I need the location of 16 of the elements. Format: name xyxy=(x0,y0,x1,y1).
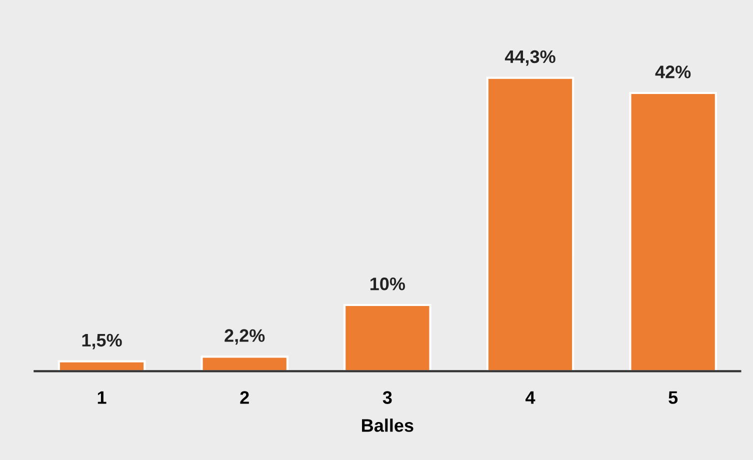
x-axis-title: Balles xyxy=(362,418,414,432)
data-label: 44,3% xyxy=(504,50,556,66)
data-label: 42% xyxy=(655,66,691,78)
data-label: 2,2% xyxy=(224,329,265,345)
bar xyxy=(200,356,288,372)
bar xyxy=(344,304,432,372)
bar xyxy=(629,92,717,372)
x-tick-label: 4 xyxy=(526,391,536,404)
x-tick-label: 5 xyxy=(668,391,678,404)
x-tick-label: 1 xyxy=(98,391,106,404)
data-label: 1,5% xyxy=(82,334,122,350)
bar xyxy=(486,76,574,372)
bar xyxy=(58,360,146,372)
x-tick-label: 2 xyxy=(240,391,249,404)
data-label: 10% xyxy=(370,278,406,290)
x-tick-label: 3 xyxy=(382,391,392,404)
